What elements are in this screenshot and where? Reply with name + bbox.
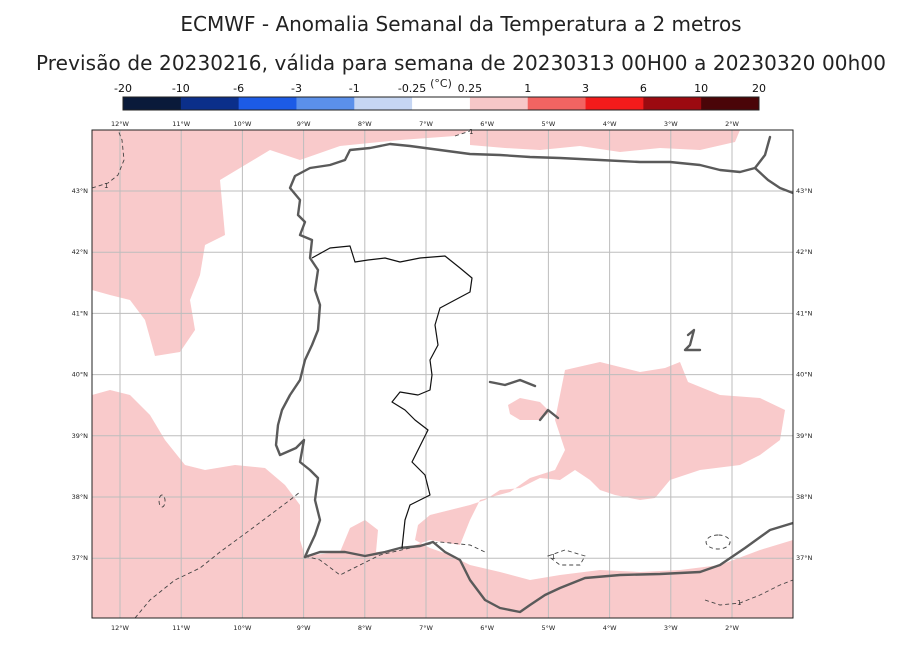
coastline-north-west <box>274 135 772 559</box>
lon-label-top: 5°W <box>541 120 555 128</box>
colorbar-tick-label: 3 <box>582 82 589 95</box>
reservoir-3 <box>683 328 702 352</box>
colorbar-segment <box>123 97 182 110</box>
colorbar-segment <box>296 97 355 110</box>
colorbar-segment <box>238 97 297 110</box>
lat-label-right: 41°N <box>796 309 813 317</box>
colorbar-tick-label: -6 <box>233 82 244 95</box>
anomaly-region-small <box>508 398 550 420</box>
colorbar-tick-label: -20 <box>114 82 132 95</box>
colorbar-tick-label: 6 <box>640 82 647 95</box>
reservoir-1 <box>488 378 537 388</box>
colorbar-tick-label: -10 <box>172 82 190 95</box>
lat-label-left: 40°N <box>72 371 89 379</box>
coastline-south <box>303 521 793 614</box>
lat-label-left: 39°N <box>72 432 89 440</box>
anomaly-region-north <box>470 130 740 152</box>
lon-label-bottom: 4°W <box>603 624 617 632</box>
dashed-contours <box>92 130 793 618</box>
colorbar-tick-label: 0.25 <box>458 82 483 95</box>
lon-label-top: 12°W <box>111 120 130 128</box>
lat-label-right: 40°N <box>796 371 813 379</box>
lon-label-bottom: 6°W <box>480 624 494 632</box>
lon-label-bottom: 7°W <box>419 624 433 632</box>
colorbar-segment <box>585 97 644 110</box>
contour-label: 1 <box>737 599 741 607</box>
colorbar-segment <box>469 97 529 110</box>
contour-label: 1 <box>469 128 473 136</box>
reservoir-2 <box>538 408 560 422</box>
lon-label-top: 7°W <box>419 120 433 128</box>
lat-label-left: 42°N <box>72 248 89 256</box>
lat-label-left: 41°N <box>72 309 89 317</box>
lat-label-right: 38°N <box>796 493 813 501</box>
lon-label-top: 2°W <box>725 120 739 128</box>
colorbar-unit: (°C) <box>430 77 452 90</box>
lat-label-left: 43°N <box>72 187 89 195</box>
contour-label: 1 <box>104 182 108 190</box>
lon-label-top: 3°W <box>664 120 678 128</box>
lon-label-bottom: 5°W <box>541 624 555 632</box>
lon-label-top: 4°W <box>603 120 617 128</box>
coastlines <box>274 135 793 614</box>
colorbar-tick-label: -1 <box>349 82 360 95</box>
colorbar-segment <box>354 97 413 110</box>
axis-labels: 12°W12°W11°W11°W10°W10°W9°W9°W8°W8°W7°W7… <box>72 120 813 632</box>
colorbar-frame <box>122 96 760 111</box>
lon-label-bottom: 2°W <box>725 624 739 632</box>
lat-label-right: 43°N <box>796 187 813 195</box>
contour-label: 1 <box>551 553 555 561</box>
lon-label-bottom: 11°W <box>172 624 191 632</box>
lon-label-top: 9°W <box>297 120 311 128</box>
colorbar-segment <box>527 97 586 110</box>
lat-label-right: 39°N <box>796 432 813 440</box>
lon-label-bottom: 9°W <box>297 624 311 632</box>
colorbar-segment <box>180 97 240 110</box>
graticule <box>92 130 793 618</box>
coastline-east <box>753 166 793 195</box>
lon-label-top: 10°W <box>233 120 252 128</box>
colorbar-tick-label: -0.25 <box>398 82 426 95</box>
colorbar-tick-label: 20 <box>752 82 766 95</box>
lat-label-left: 37°N <box>72 554 89 562</box>
colorbar-tick-label: 1 <box>524 82 531 95</box>
colorbar: -20 -10 -6 -3 -1 -0.25 0.25 1 3 6 10 20 <box>114 82 766 111</box>
map-frame <box>91 129 794 619</box>
colorbar-segment <box>701 97 760 110</box>
colorbar-segment <box>643 97 702 110</box>
lon-label-bottom: 3°W <box>664 624 678 632</box>
lon-label-bottom: 8°W <box>358 624 372 632</box>
colorbar-segment <box>412 97 471 110</box>
lon-label-bottom: 10°W <box>233 624 252 632</box>
lon-label-top: 11°W <box>172 120 191 128</box>
lon-label-bottom: 12°W <box>111 624 130 632</box>
lon-label-top: 8°W <box>358 120 372 128</box>
anomaly-region-northwest <box>92 130 470 356</box>
contour-labels: 1 1 1 1 <box>104 128 741 607</box>
chart-title: ECMWF - Anomalia Semanal da Temperatura … <box>180 12 742 36</box>
colorbar-tick-label: 10 <box>694 82 708 95</box>
anomaly-regions <box>92 130 793 618</box>
lat-label-right: 37°N <box>796 554 813 562</box>
portugal-border <box>311 245 473 549</box>
anomaly-region-south <box>92 362 793 618</box>
chart-subtitle: Previsão de 20230216, válida para semana… <box>35 51 887 75</box>
colorbar-tick-label: -3 <box>291 82 302 95</box>
lat-label-right: 42°N <box>796 248 813 256</box>
lat-label-left: 38°N <box>72 493 89 501</box>
lon-label-top: 6°W <box>480 120 494 128</box>
